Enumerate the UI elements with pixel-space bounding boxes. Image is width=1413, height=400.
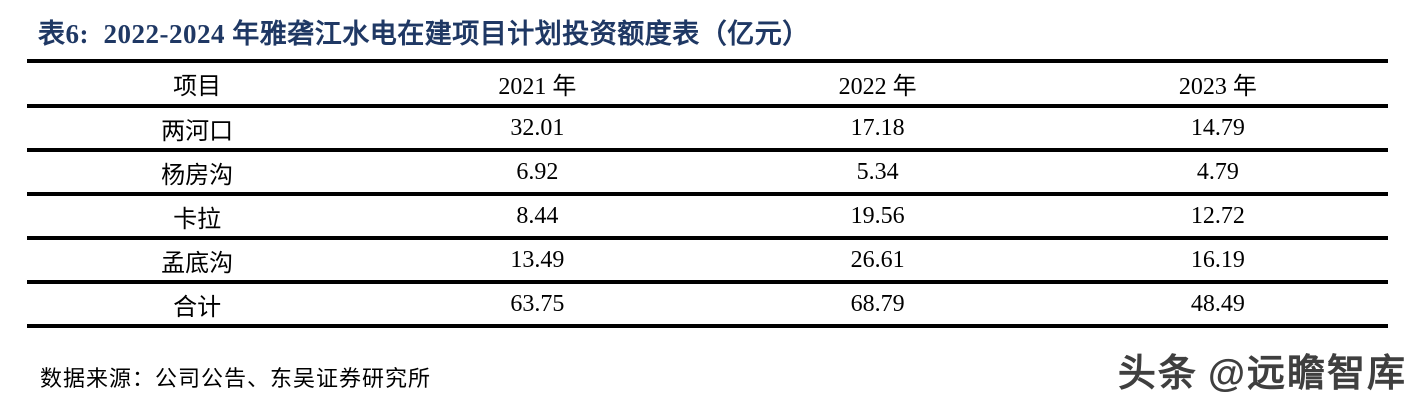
value-2021: 13.49: [510, 246, 565, 273]
table-row: 孟底沟 13.49 26.61 16.19: [27, 238, 1388, 282]
table-row: 两河口 32.01 17.18 14.79: [27, 106, 1388, 150]
value-2022: 26.61: [850, 246, 905, 273]
watermark-handle: @远瞻智库: [1207, 353, 1407, 395]
table-row-total: 合计 63.75 68.79 48.49: [27, 282, 1388, 326]
value-2023: 12.72: [1190, 202, 1245, 229]
toutiao-logo-text: 头条: [1117, 353, 1198, 395]
table-header-row: 项目 2021 年 2022 年 2023 年: [27, 61, 1388, 106]
value-2022: 17.18: [850, 114, 905, 141]
col-header-2022: 2022 年: [838, 74, 917, 100]
project-name: 杨房沟: [161, 162, 234, 189]
col-header-project: 项目: [173, 74, 222, 100]
investment-plan-table: 项目 2021 年 2022 年 2023 年 两河口 32.01 17.18 …: [27, 59, 1388, 328]
value-2022: 5.34: [856, 158, 899, 185]
project-name: 卡拉: [173, 206, 222, 233]
project-name: 合计: [173, 294, 222, 321]
value-2021: 6.92: [516, 158, 559, 185]
data-source-note: 数据来源：公司公告、东吴证券研究所: [40, 366, 432, 391]
value-2022: 19.56: [850, 202, 905, 229]
value-2021: 63.75: [510, 290, 565, 317]
project-name: 孟底沟: [161, 250, 234, 277]
value-2023: 4.79: [1196, 158, 1239, 185]
col-header-2021: 2021 年: [498, 74, 577, 100]
project-name: 两河口: [161, 118, 234, 145]
watermark: 头条 @远瞻智库: [1118, 351, 1407, 397]
value-2023: 48.49: [1190, 290, 1245, 317]
value-2021: 32.01: [510, 114, 565, 141]
value-2022: 68.79: [850, 290, 905, 317]
value-2023: 14.79: [1190, 114, 1245, 141]
table-row: 卡拉 8.44 19.56 12.72: [27, 194, 1388, 238]
col-header-2023: 2023 年: [1178, 74, 1257, 100]
value-2023: 16.19: [1190, 246, 1245, 273]
table-row: 杨房沟 6.92 5.34 4.79: [27, 150, 1388, 194]
value-2021: 8.44: [516, 202, 559, 229]
table-title: 表6: 2022-2024 年雅砻江水电在建项目计划投资额度表（亿元）: [38, 19, 810, 49]
